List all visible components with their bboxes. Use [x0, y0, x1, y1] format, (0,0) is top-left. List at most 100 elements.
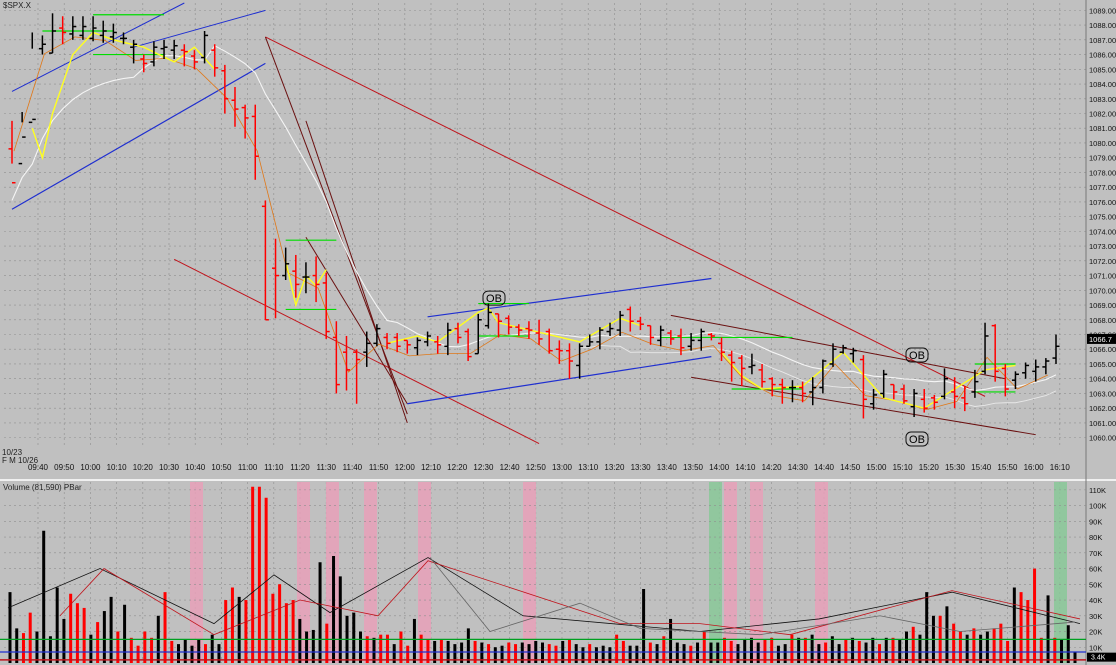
- y-tick-label: 1085.00: [1089, 65, 1116, 74]
- x-tick-label: 11:00: [238, 463, 258, 472]
- prev-session-label: 10/23: [2, 448, 23, 457]
- y-tick-label: 1064.00: [1089, 375, 1116, 384]
- volume-tick-label: 20K: [1089, 628, 1102, 637]
- volume-tick-label: 50K: [1089, 580, 1102, 589]
- x-tick-label: 15:50: [997, 463, 1018, 472]
- x-tick-label: 10:00: [80, 463, 101, 472]
- volume-highlights: [190, 482, 1067, 663]
- trendline-dark-red: [305, 236, 408, 405]
- x-tick-label: 12:40: [500, 463, 521, 472]
- x-tick-label: 15:20: [919, 463, 940, 472]
- time-axis: 09:40 09:50 10:00 10:10 10:20 10:30 10:40 10:50…: [28, 463, 1070, 472]
- x-tick-label: 14:10: [735, 463, 756, 472]
- x-tick-label: 12:20: [447, 463, 468, 472]
- trendline-dark-red: [670, 314, 1006, 380]
- volume-tick-label: 70K: [1089, 549, 1102, 558]
- x-tick-label: 14:50: [840, 463, 861, 472]
- y-tick-label: 1066.00: [1089, 345, 1116, 354]
- x-tick-label: 12:30: [473, 463, 494, 472]
- volume-tick-label: 30K: [1089, 612, 1102, 621]
- x-tick-label: 10:20: [133, 463, 154, 472]
- price-axis: 1060.00 1061.00 1062.00 1063.00 1064.00 1065.…: [1087, 6, 1116, 443]
- x-tick-label: 11:40: [343, 463, 363, 472]
- session-day-marker: F M 10/26: [2, 456, 39, 465]
- zigzag-line: [386, 307, 641, 345]
- ob-annotation-box: [482, 290, 506, 306]
- volume-tick-label: 60K: [1089, 565, 1102, 574]
- y-tick-label: 1071.00: [1089, 272, 1116, 281]
- volume-trend-line: [7, 557, 1081, 632]
- volume-highlight-band: [724, 482, 737, 663]
- x-tick-label: 13:40: [657, 463, 678, 472]
- volume-highlight-band: [815, 482, 828, 663]
- y-tick-label: 1080.00: [1089, 139, 1116, 148]
- volume-bars: [8, 486, 1077, 663]
- swing-average-line: [13, 36, 1049, 411]
- x-tick-label: 13:10: [578, 463, 599, 472]
- x-tick-label: 15:10: [893, 463, 914, 472]
- y-tick-label: 1063.00: [1089, 389, 1116, 398]
- y-tick-label: 1062.00: [1089, 404, 1116, 413]
- y-tick-label: 1083.00: [1089, 95, 1116, 104]
- trendline-blue: [427, 277, 712, 318]
- ob-annotation-label: OB: [909, 350, 925, 362]
- volume-trend-line: [429, 557, 1076, 636]
- trendline-blue: [407, 356, 712, 405]
- price-bars: [8, 13, 1060, 419]
- x-tick-label: 15:30: [945, 463, 966, 472]
- moving-average-line: [11, 45, 1057, 392]
- volume-tick-label: 80K: [1089, 533, 1102, 542]
- y-tick-label: 1089.00: [1089, 6, 1116, 15]
- y-tick-label: 1074.00: [1089, 227, 1116, 236]
- x-tick-label: 11:10: [264, 463, 284, 472]
- volume-highlight-band: [709, 482, 722, 663]
- volume-tick-label: 90K: [1089, 517, 1102, 526]
- volume-highlight-band: [297, 482, 310, 663]
- y-tick-label: 1079.00: [1089, 154, 1116, 163]
- x-tick-label: 13:20: [604, 463, 625, 472]
- x-tick-label: 12:00: [395, 463, 416, 472]
- y-tick-label: 1077.00: [1089, 183, 1116, 192]
- y-tick-label: 1087.00: [1089, 36, 1116, 45]
- x-tick-label: 14:30: [788, 463, 809, 472]
- x-tick-label: 11:30: [316, 463, 336, 472]
- volume-highlight-band: [523, 482, 536, 663]
- ob-annotation-label: OB: [486, 293, 502, 305]
- x-tick-label: 14:00: [709, 463, 730, 472]
- y-tick-label: 1075.00: [1089, 213, 1116, 222]
- trendline-red: [265, 36, 986, 397]
- volume-highlight-band: [418, 482, 431, 663]
- y-tick-label: 1061.00: [1089, 419, 1116, 428]
- volume-highlight-band: [364, 482, 377, 663]
- y-tick-label: 1060.00: [1089, 434, 1116, 443]
- y-tick-label: 1068.00: [1089, 316, 1116, 325]
- x-tick-label: 13:50: [683, 463, 704, 472]
- ob-annotation-label: OB: [909, 434, 925, 446]
- x-tick-label: 14:40: [814, 463, 835, 472]
- x-tick-label: 14:20: [762, 463, 783, 472]
- trendline-blue: [133, 9, 266, 48]
- y-tick-label: 1086.00: [1089, 51, 1116, 60]
- last-price-label: 1066.7: [1089, 335, 1112, 344]
- trendline-blue: [11, 62, 266, 210]
- last-volume-marker: [1087, 652, 1116, 662]
- volume-tick-label: 40K: [1089, 596, 1102, 605]
- price-grid: [4, 3, 1086, 663]
- volume-highlight-band: [1054, 482, 1067, 663]
- last-price-marker: [1087, 333, 1116, 344]
- y-tick-label: 1073.00: [1089, 242, 1116, 251]
- x-tick-label: 10:10: [107, 463, 128, 472]
- volume-highlight-band: [190, 482, 203, 663]
- x-tick-label: 16:10: [1050, 463, 1071, 472]
- y-tick-label: 1088.00: [1089, 21, 1116, 30]
- volume-highlight-band: [750, 482, 763, 663]
- x-tick-label: 15:40: [971, 463, 992, 472]
- y-tick-label: 1069.00: [1089, 301, 1116, 310]
- x-tick-label: 15:00: [866, 463, 887, 472]
- y-tick-label: 1078.00: [1089, 168, 1116, 177]
- x-tick-label: 12:10: [421, 463, 442, 472]
- volume-tick-label: 110K: [1089, 486, 1106, 495]
- volume-tick-label: 10K: [1089, 643, 1102, 652]
- x-tick-label: 09:40: [28, 463, 49, 472]
